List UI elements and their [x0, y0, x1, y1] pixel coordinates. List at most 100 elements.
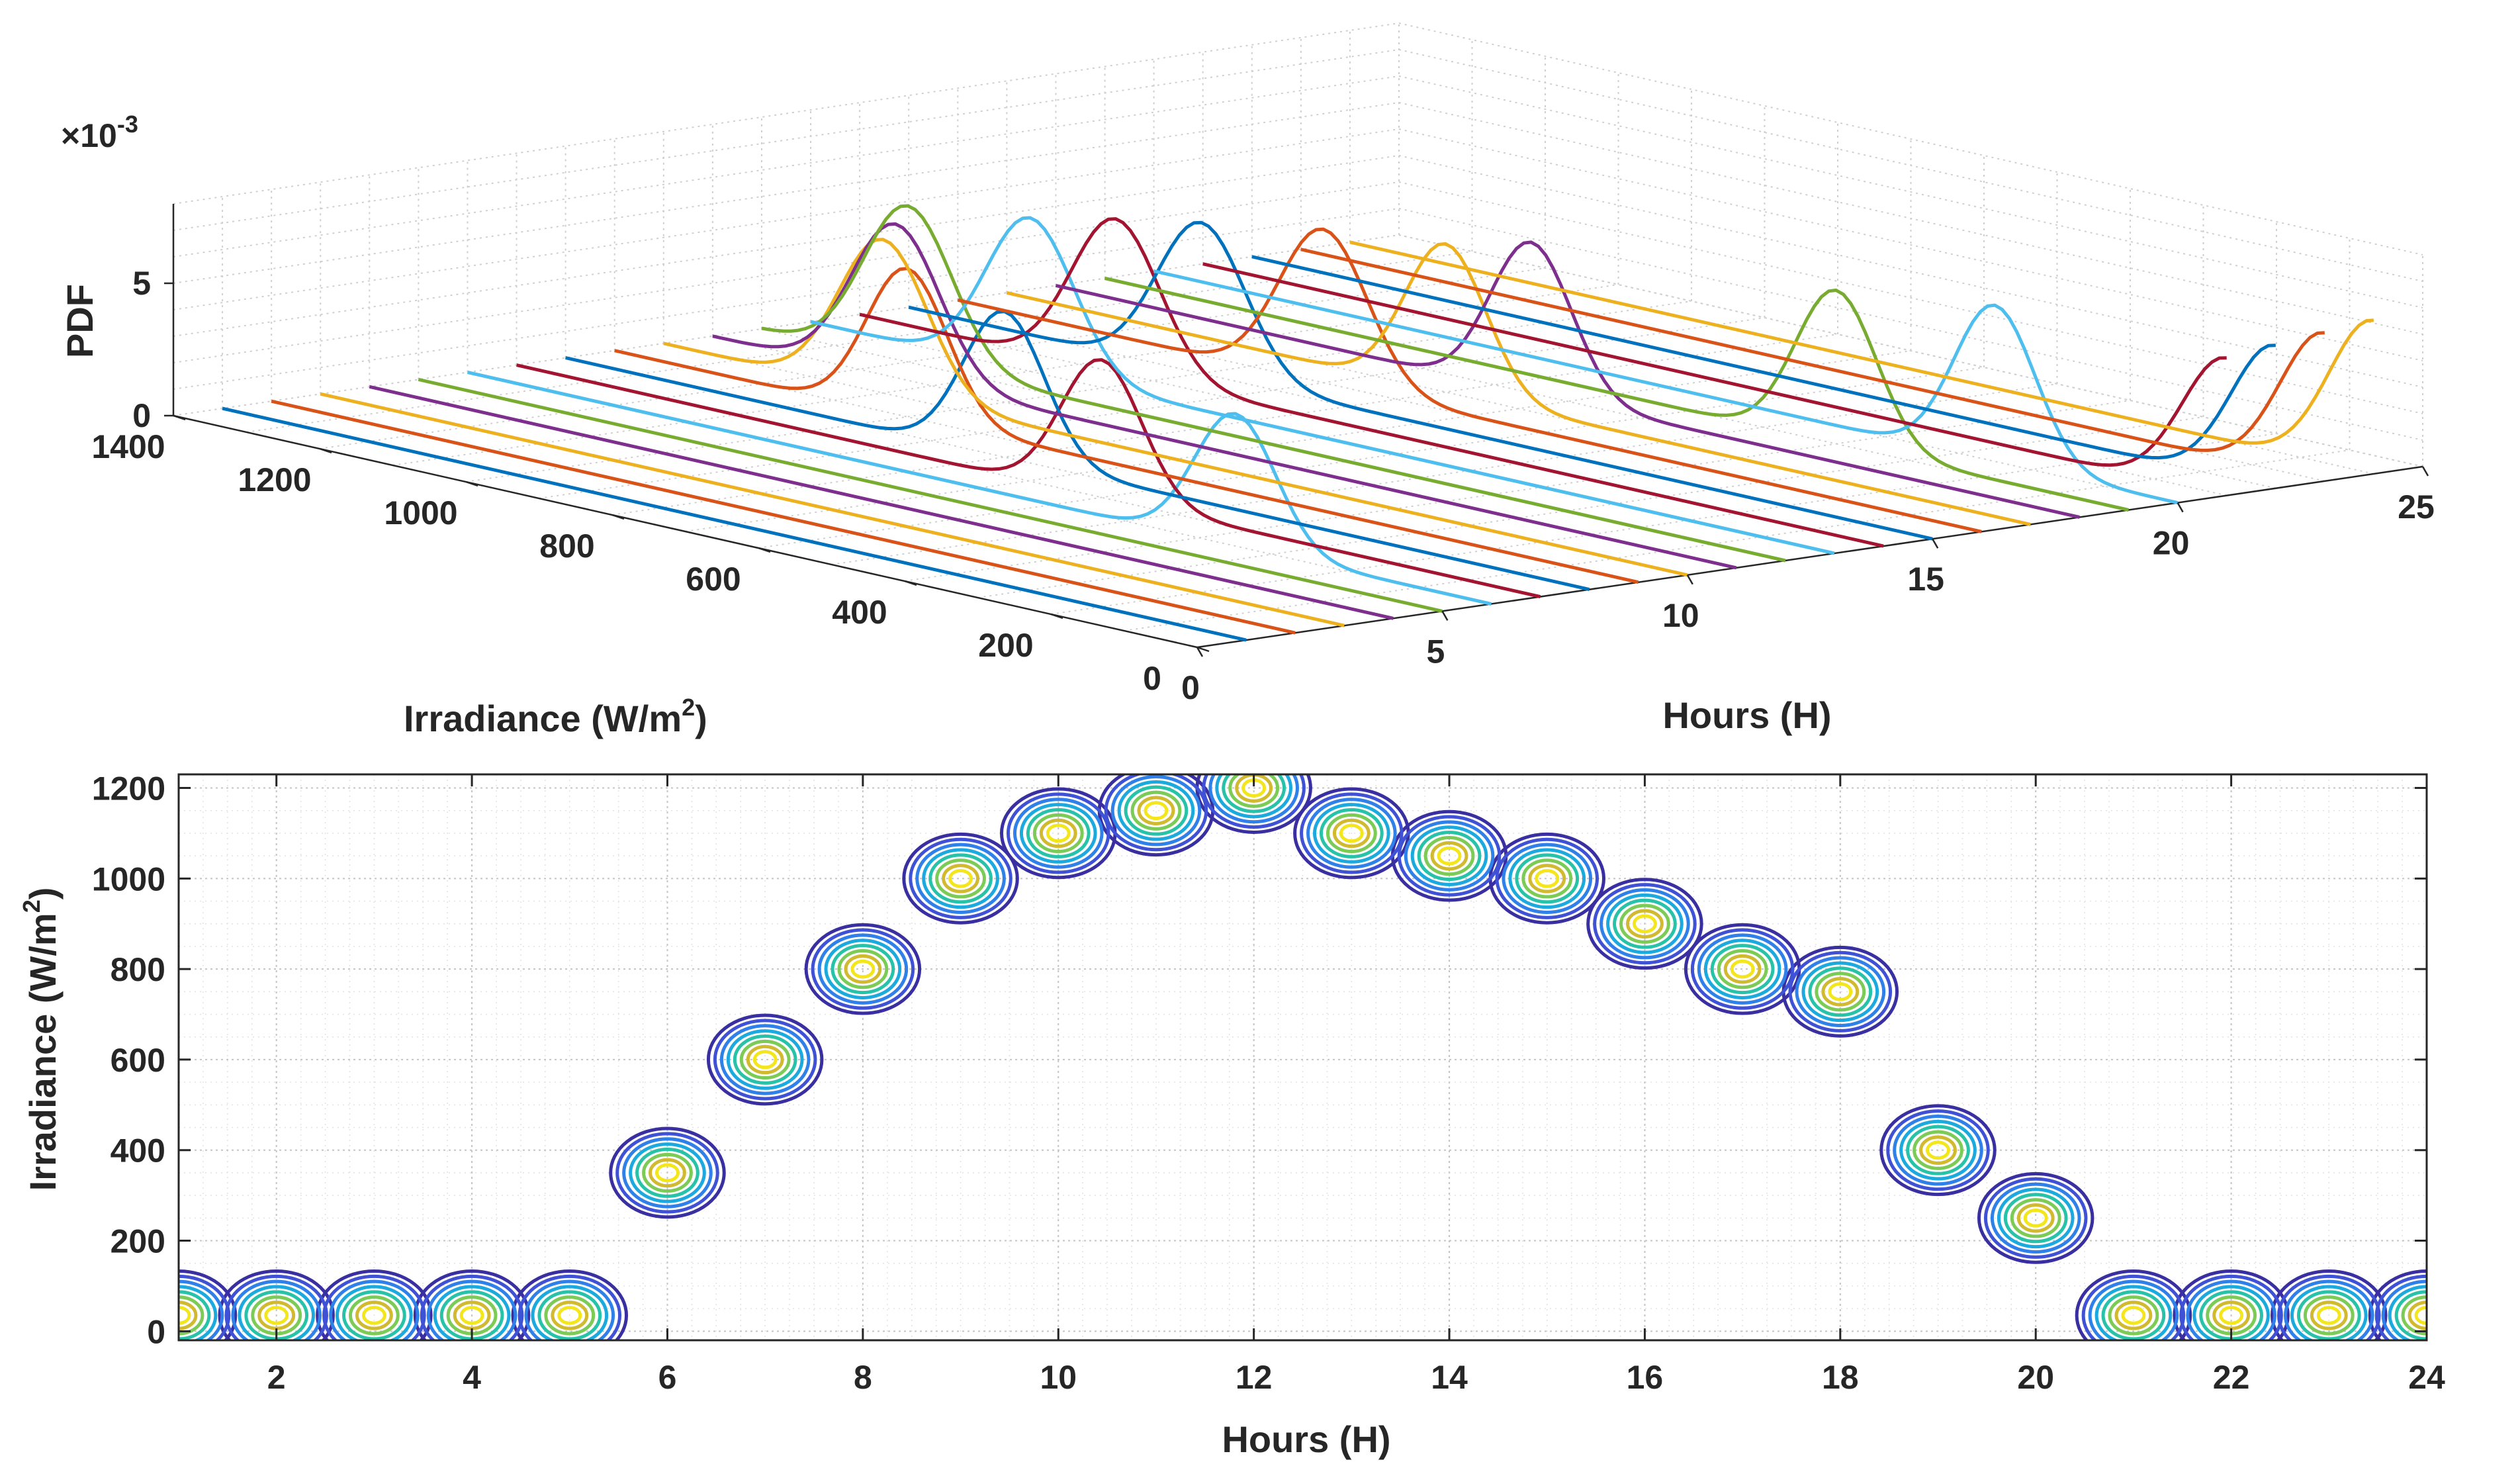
x-tick-label: 14 — [1431, 1359, 1468, 1396]
contour-level-8 — [557, 1306, 582, 1325]
x-axis-line — [1196, 465, 2423, 649]
contour-level-8 — [1730, 959, 1755, 979]
contour-level-7 — [355, 1301, 393, 1330]
floor-grid-line — [246, 251, 1472, 433]
pdf-curve-hour-22 — [1251, 255, 2276, 460]
contour-level-7 — [2016, 1203, 2055, 1233]
contour-level-4 — [433, 1285, 511, 1340]
3d-grid — [173, 22, 2423, 648]
x-tick-mark — [1686, 574, 1693, 585]
pdf-curve-hour-17 — [1006, 242, 2031, 526]
contour-level-5 — [1710, 944, 1775, 995]
contour-level-7 — [1625, 909, 1664, 939]
contour-level-3 — [1893, 1115, 1983, 1186]
x-tick-label: 5 — [1426, 633, 1445, 670]
contour-level-8 — [1535, 868, 1560, 888]
contour-level-4 — [2192, 1285, 2270, 1340]
contour-level-3 — [2381, 1279, 2427, 1340]
contour-level-2 — [1983, 1177, 2088, 1259]
y-tick-label: 0 — [1143, 660, 1161, 697]
contour-level-7 — [1332, 818, 1371, 849]
contour-level-8 — [1144, 801, 1169, 821]
contour-level-2 — [2374, 1274, 2427, 1340]
contour-level-3 — [915, 843, 1006, 915]
contour-level-2 — [1788, 950, 1893, 1032]
contour-level-6 — [1717, 949, 1768, 989]
pdf-curve-hour-1 — [222, 406, 1247, 642]
contour-level-5 — [342, 1290, 406, 1340]
contour-level-6 — [935, 858, 986, 899]
contour-level-6 — [1619, 903, 1670, 944]
contour-level-6 — [2108, 1295, 2159, 1336]
contour-level-1 — [1879, 1104, 1997, 1197]
x-tick-mark — [1441, 610, 1449, 621]
contour-grid — [178, 774, 2427, 1340]
contour-level-4 — [336, 1285, 413, 1340]
pdf-curve-hour-20 — [1153, 269, 2179, 505]
y-tick-label: 600 — [686, 561, 741, 598]
y-tick-mark — [1196, 646, 1210, 653]
y-axis-line — [173, 414, 1198, 649]
contour-level-6 — [348, 1295, 400, 1336]
contour-level-5 — [1124, 785, 1189, 836]
y-tick-label: 1200 — [92, 770, 165, 807]
contour-level-3 — [817, 933, 909, 1005]
contour-level-3 — [2186, 1279, 2276, 1340]
contour-level-2 — [713, 1019, 817, 1101]
contour-level-8 — [1339, 823, 1364, 843]
contour-level-4 — [1508, 848, 1586, 909]
contour-level-6 — [2303, 1295, 2355, 1336]
y-tick-label: 0 — [147, 1313, 165, 1350]
contour-level-1 — [2271, 1269, 2388, 1340]
pdf-curve-hour-5 — [418, 377, 1443, 613]
x-tick-label: 12 — [1236, 1359, 1273, 1396]
y-axis-label-3d: Irradiance (W/m2) — [404, 694, 707, 739]
contour-level-3 — [622, 1137, 713, 1209]
x-tick-mark — [1932, 538, 1939, 549]
y-tick-label: 600 — [111, 1042, 165, 1079]
floor-grid-line — [1050, 433, 2277, 615]
contour-level-7 — [746, 1044, 784, 1075]
contour-level-1 — [2368, 1269, 2427, 1340]
contour-level-7 — [1137, 796, 1175, 825]
floor-grid-line — [465, 300, 1692, 482]
contour-level-4 — [1801, 961, 1879, 1023]
floor-grid-line — [565, 357, 1590, 590]
contour-level-4 — [2290, 1285, 2368, 1340]
y-tick-label: 200 — [111, 1223, 165, 1260]
contour-level-1 — [316, 1269, 433, 1340]
contour-level-8 — [1926, 1140, 1950, 1160]
y-tick-label: 1400 — [91, 428, 165, 465]
y-tick-label: 800 — [539, 528, 594, 565]
3d-axes — [172, 204, 2423, 649]
z-tick-label: 0 — [132, 397, 151, 434]
contour-level-8 — [264, 1306, 289, 1325]
contour-level-1 — [1586, 878, 1703, 970]
y-tick-label: 400 — [832, 594, 887, 631]
x-tick-label: 20 — [2153, 525, 2190, 562]
contour-level-6 — [544, 1295, 596, 1336]
contour-level-1 — [1488, 832, 1605, 925]
contour-level-2 — [1886, 1109, 1990, 1191]
contour-level-7 — [942, 864, 980, 894]
x-tick-label: 20 — [2017, 1359, 2054, 1396]
contour-level-3 — [1990, 1182, 2081, 1254]
wall-grid-line — [173, 234, 2423, 467]
contour-level-3 — [1404, 820, 1495, 892]
exponent-label: ×10-3 — [61, 111, 138, 154]
contour-level-5 — [1906, 1124, 1970, 1175]
contour-level-3 — [1306, 798, 1397, 869]
y-tick-label: 1200 — [238, 461, 311, 498]
contour-level-2 — [518, 1274, 622, 1340]
y-tick-mark — [173, 414, 186, 421]
contour-level-4 — [531, 1285, 609, 1340]
contour-level-1 — [1977, 1171, 2094, 1264]
y-tick-label: 1000 — [92, 860, 165, 897]
contour-level-4 — [1899, 1119, 1977, 1181]
contour-level-8 — [2023, 1208, 2048, 1228]
x-tick-label: 15 — [1907, 561, 1944, 598]
contour-level-7 — [649, 1158, 686, 1188]
pdf-curve-hour-18 — [1055, 240, 2080, 519]
pdf-curve-hour-15 — [908, 220, 1933, 541]
